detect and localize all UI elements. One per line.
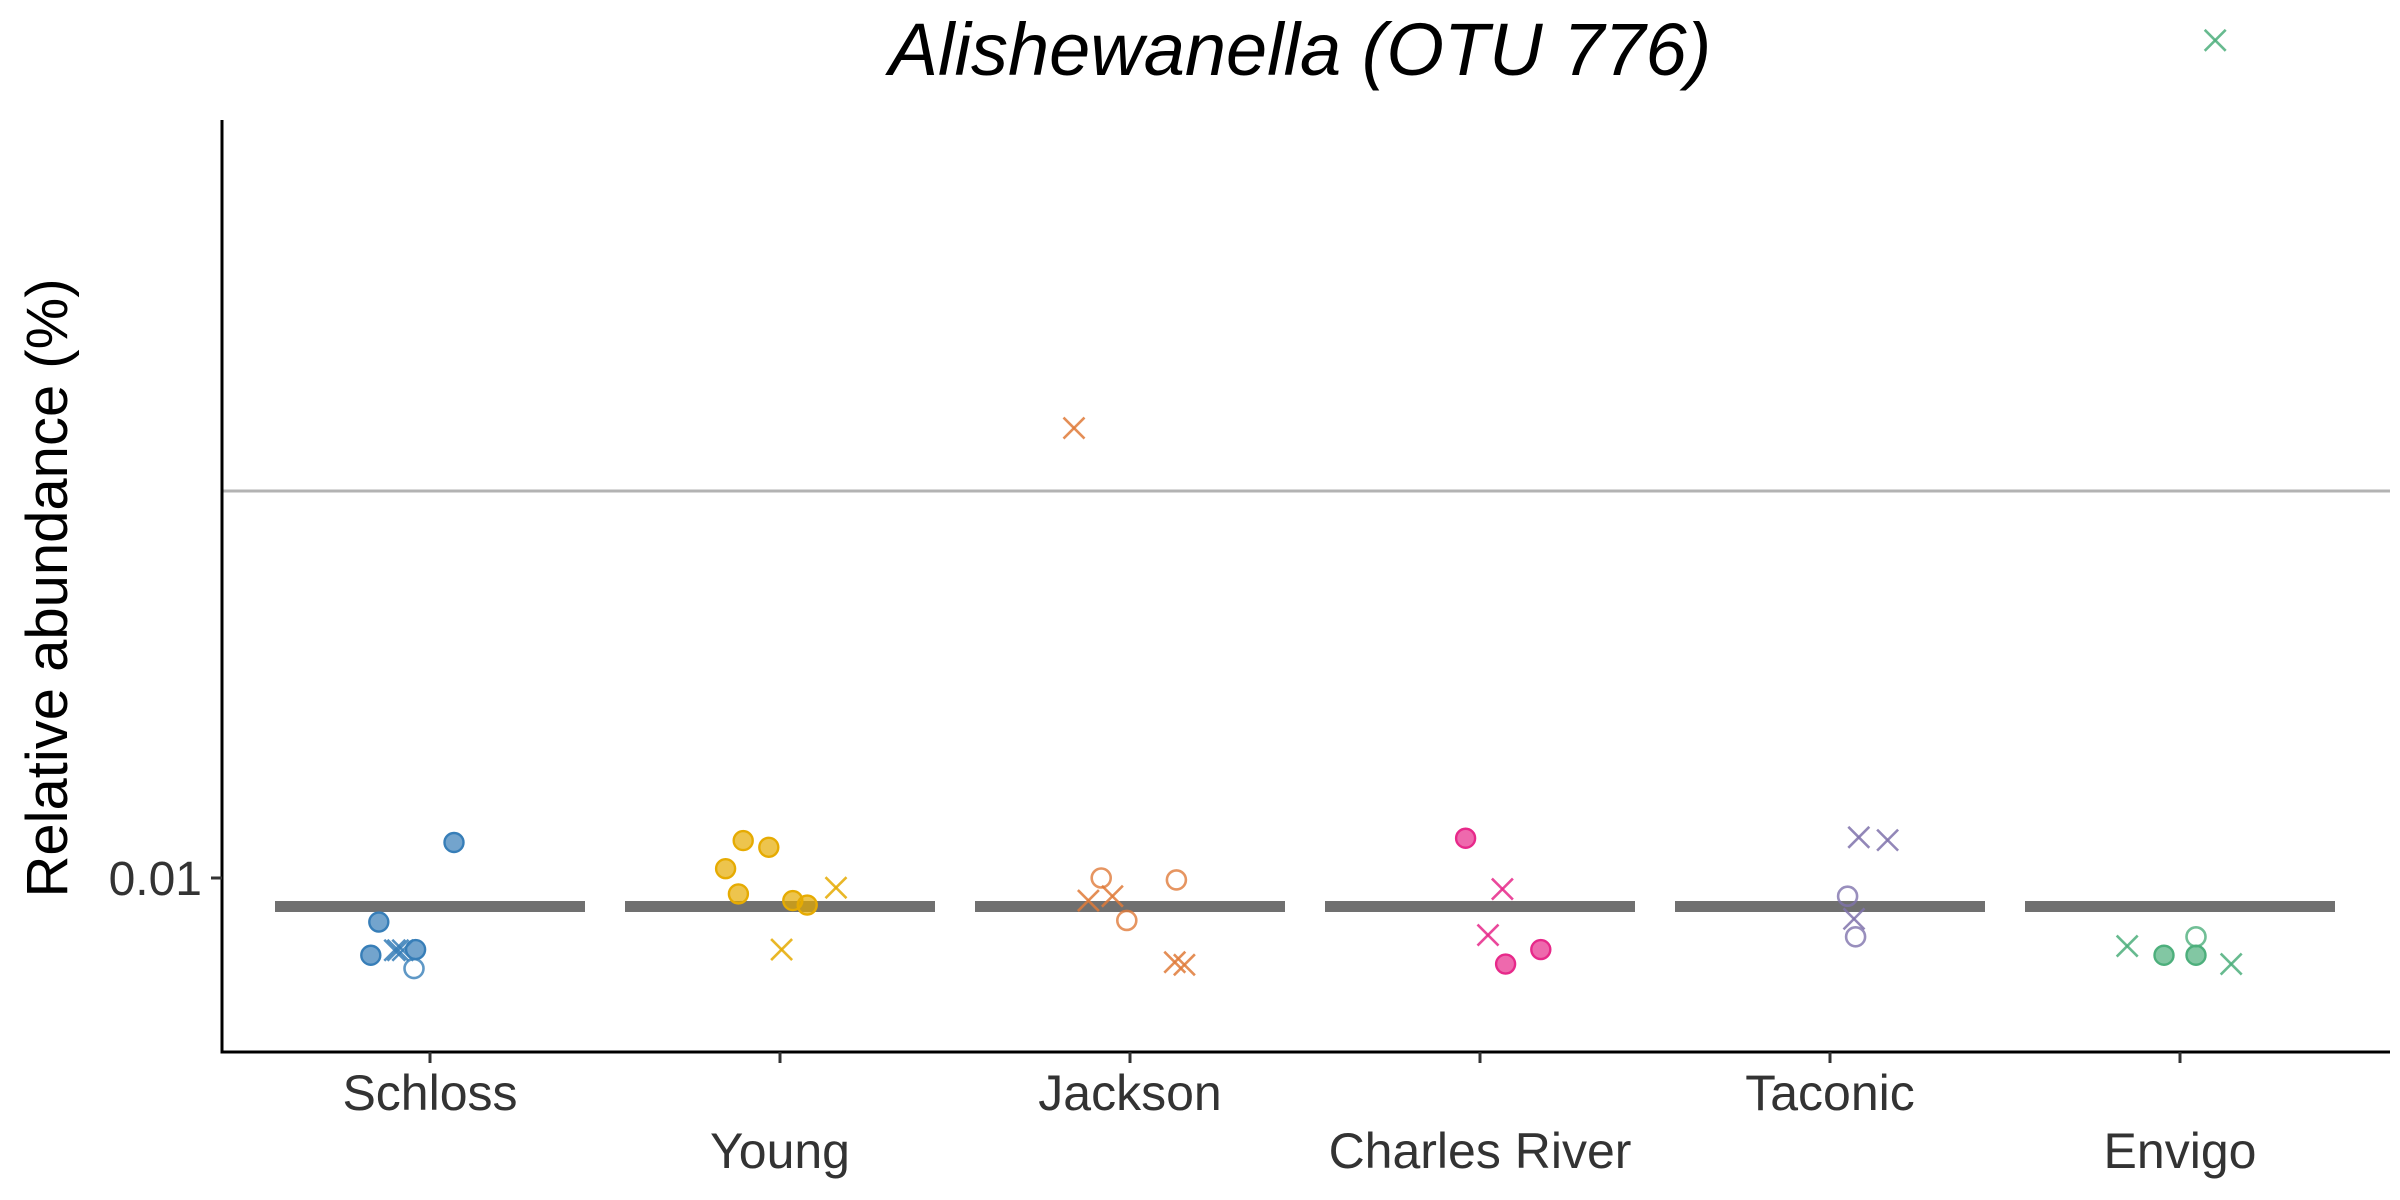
data-point-open-circle [1836, 885, 1859, 908]
data-point-cross [1062, 416, 1086, 440]
data-point-cross [1847, 825, 1871, 849]
data-point-filled-circle [796, 894, 818, 916]
data-point-open-circle [1090, 867, 1112, 889]
data-point-cross [1172, 953, 1196, 977]
data-point-filled-circle [758, 836, 780, 858]
x-category-label: Jackson [1038, 1065, 1221, 1121]
data-point-cross [824, 876, 848, 900]
data-point-filled-circle [1494, 953, 1517, 975]
x-category-label: Young [710, 1123, 850, 1179]
data-point-filled-circle [443, 831, 465, 854]
data-point-filled-circle [368, 911, 390, 933]
data-point-filled-circle [360, 944, 382, 966]
data-point-cross [2115, 934, 2139, 958]
data-point-cross [2203, 28, 2227, 52]
data-point-cross [770, 938, 794, 961]
data-point-filled-circle [404, 938, 427, 961]
y-tick-label: 0.01 [109, 853, 202, 906]
data-point-cross [1100, 884, 1124, 908]
data-point-filled-circle [727, 883, 750, 905]
data-point-cross [1842, 907, 1866, 931]
data-point-open-circle [1116, 909, 1138, 932]
data-point-filled-circle [2153, 944, 2175, 966]
data-point-open-circle [403, 957, 425, 980]
data-point-filled-circle [2185, 944, 2207, 966]
data-point-cross [1076, 889, 1100, 913]
data-point-cross [386, 938, 410, 962]
data-point-filled-circle [714, 857, 737, 880]
x-category-label: Schloss [342, 1065, 517, 1121]
x-category-label: Envigo [2104, 1123, 2257, 1179]
x-category-label: Charles River [1329, 1123, 1632, 1179]
data-point-cross [1476, 923, 1500, 947]
y-axis-title: Relative abundance (%) [15, 278, 80, 897]
data-point-cross [2219, 952, 2243, 976]
data-point-open-circle [2185, 925, 2207, 948]
chart-title: Alishewanella (OTU 776) [885, 8, 1712, 91]
data-point-open-circle [1165, 869, 1188, 891]
data-point-cross [1490, 877, 1514, 901]
data-point-cross [1876, 828, 1900, 852]
plot-area: 0.01 Schloss Young Jackson Charles River Taco… [109, 28, 2390, 1179]
data-point-open-circle [1844, 925, 1867, 948]
x-category-label: Taconic [1745, 1065, 1915, 1121]
data-point-filled-circle [1454, 827, 1477, 849]
data-point-filled-circle [732, 829, 754, 852]
data-point-cross [383, 938, 407, 962]
data-point-filled-circle [1530, 938, 1552, 961]
